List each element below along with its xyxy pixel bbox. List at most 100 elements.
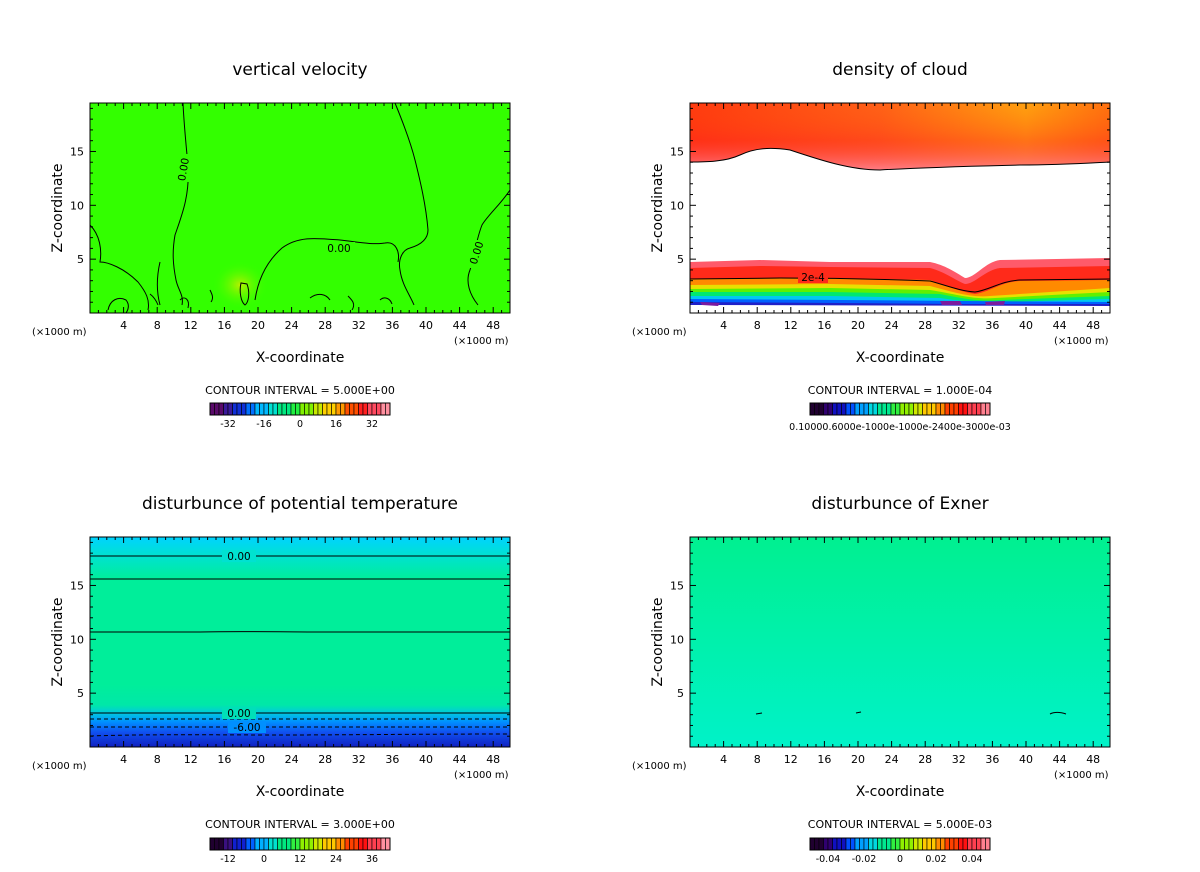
colorbar-cell — [353, 837, 359, 851]
colorbar-cell — [980, 837, 986, 851]
colorbar-cell — [872, 402, 878, 416]
colorbar-cell — [881, 402, 887, 416]
colorbar-cell — [227, 837, 233, 851]
colorbar-cell — [245, 837, 251, 851]
y-tick-label: 10 — [670, 199, 684, 212]
y-tick-label: 10 — [70, 199, 84, 212]
x-tick-label: 36 — [385, 753, 399, 766]
colorbar-cell — [881, 837, 887, 851]
colorbar-cell — [868, 837, 874, 851]
colorbar-cell — [367, 837, 373, 851]
field-background — [90, 537, 510, 747]
chart-title: vertical velocity — [232, 60, 367, 80]
colorbar-cell — [358, 837, 364, 851]
colorbar: -0.04 -0.02 0 0.02 0.04 — [809, 837, 991, 865]
colorbar-cell — [859, 402, 865, 416]
colorbar-cell — [958, 837, 964, 851]
colorbar-cell — [241, 837, 247, 851]
colorbar-cell — [953, 837, 959, 851]
colorbar-tick-label: 32 — [366, 419, 378, 430]
colorbar-cell — [281, 402, 287, 416]
colorbar-cell — [340, 402, 346, 416]
y-axis-label: Z-coordinate — [650, 597, 666, 686]
colorbar-cell — [281, 837, 287, 851]
x-tick-label: 8 — [154, 753, 161, 766]
colorbar-border — [809, 837, 991, 851]
x-tick-label: 8 — [754, 753, 761, 766]
colorbar-cell — [832, 402, 838, 416]
colorbar-tick-label: -0.04 — [816, 854, 841, 865]
colorbar-cell — [344, 837, 350, 851]
x-tick-label: 28 — [318, 319, 332, 332]
colorbar-cell — [913, 402, 919, 416]
colorbar-cell — [890, 402, 896, 416]
colorbar-cell — [922, 402, 928, 416]
colorbar-cell — [985, 837, 991, 851]
x-tick-label: 12 — [784, 319, 798, 332]
chart-title: disturbunce of Exner — [811, 494, 988, 514]
x-tick-label: 24 — [285, 319, 299, 332]
colorbar-cell — [913, 837, 919, 851]
colorbar-cell — [358, 402, 364, 416]
colorbar-cell — [895, 402, 901, 416]
colorbar: -12 0 12 24 36 — [209, 837, 391, 865]
x-tick-label: 28 — [918, 319, 932, 332]
colorbar-tick-label: 24 — [330, 854, 342, 865]
x-tick-label: 16 — [817, 753, 831, 766]
contour-labels: 0.00 0.00 -6.00 — [222, 550, 266, 734]
x-tick-label: 48 — [486, 753, 500, 766]
colorbar-cell — [962, 402, 968, 416]
colorbar-cell — [854, 402, 860, 416]
colorbar-cell — [209, 402, 215, 416]
colorbar-cell — [809, 837, 815, 851]
colorbar-tick-label: -16 — [256, 419, 272, 430]
colorbar-cell — [214, 837, 220, 851]
colorbar-cell — [854, 837, 860, 851]
colorbar-cell — [353, 402, 359, 416]
colorbar-cell — [940, 402, 946, 416]
y-tick-label: 15 — [670, 579, 684, 592]
colorbar-tick-label: 0.02 — [925, 854, 946, 865]
colorbar-cell — [944, 402, 950, 416]
y-tick-label: 10 — [670, 633, 684, 646]
x-tick-label: 44 — [453, 319, 467, 332]
x-unit-label-right: (×1000 m) — [1054, 770, 1109, 781]
colorbar-cell — [967, 402, 973, 416]
colorbar-cell — [367, 402, 373, 416]
colorbar-cell — [223, 402, 229, 416]
x-tick-label: 20 — [251, 319, 265, 332]
y-axis-label: Z-coordinate — [650, 163, 666, 252]
colorbar-cell — [277, 837, 283, 851]
colorbar-cell — [380, 837, 386, 851]
colorbar-cell — [827, 402, 833, 416]
colorbar-cell — [290, 402, 296, 416]
x-tick-label: 16 — [217, 753, 231, 766]
colorbar-cell — [958, 402, 964, 416]
x-tick-label: 4 — [720, 319, 727, 332]
x-tick-label: 44 — [453, 753, 467, 766]
colorbar-cell — [344, 402, 350, 416]
colorbar-cell — [845, 402, 851, 416]
colorbar-cell — [335, 402, 341, 416]
x-tick-label: 40 — [419, 753, 433, 766]
colorbar-cell — [349, 837, 355, 851]
colorbar-tick-label: -0.02 — [852, 854, 877, 865]
x-unit-label-left: (×1000 m) — [32, 327, 87, 338]
x-tick-label: 8 — [754, 319, 761, 332]
colorbar-cell — [268, 837, 274, 851]
colorbar-cell — [286, 402, 292, 416]
colorbar-cell — [304, 837, 310, 851]
colorbar-cell — [371, 402, 377, 416]
colorbar-border — [809, 402, 991, 416]
colorbar-cell — [313, 837, 319, 851]
y-tick-label: 5 — [677, 253, 684, 266]
colorbar-cell — [949, 402, 955, 416]
x-tick-label: 24 — [885, 753, 899, 766]
x-unit-label-left: (×1000 m) — [632, 327, 687, 338]
colorbar-cell — [935, 837, 941, 851]
colorbar-cell — [236, 837, 242, 851]
colorbar-cell — [236, 402, 242, 416]
colorbar-cell — [863, 402, 869, 416]
